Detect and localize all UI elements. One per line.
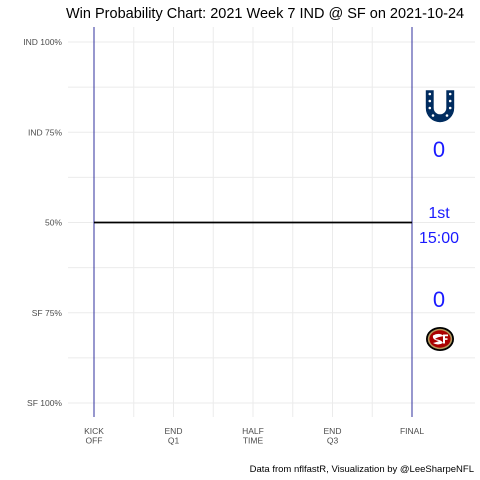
y-tick-label: IND 100%: [23, 37, 62, 47]
x-tick-label: END Q1: [165, 426, 183, 446]
chart-title: Win Probability Chart: 2021 Week 7 IND @…: [66, 6, 464, 22]
game-quarter: 1st: [428, 205, 450, 222]
away-score: 0: [433, 137, 445, 162]
y-tick-label: 50%: [45, 218, 62, 228]
x-tick-label: FINAL: [400, 426, 424, 436]
y-tick-label: IND 75%: [28, 127, 62, 137]
horseshoe-logo-icon: [425, 89, 455, 123]
x-tick-label: KICK OFF: [84, 426, 104, 446]
y-axis-ticks: IND 100% IND 75% 50% SF 75% SF 100%: [23, 37, 62, 408]
x-tick-label: END Q3: [324, 426, 342, 446]
y-tick-label: SF 75%: [32, 308, 63, 318]
x-tick-label: HALF TIME: [242, 426, 264, 446]
home-score: 0: [433, 287, 445, 312]
x-axis-ticks: KICK OFF END Q1 HALF TIME END Q3 FINAL: [84, 426, 424, 446]
chart-caption: Data from nflfastR, Visualization by @Le…: [250, 464, 474, 475]
game-clock: 15:00: [419, 230, 459, 247]
y-tick-label: SF 100%: [27, 398, 62, 408]
sf-oval-logo-icon: [426, 327, 454, 351]
